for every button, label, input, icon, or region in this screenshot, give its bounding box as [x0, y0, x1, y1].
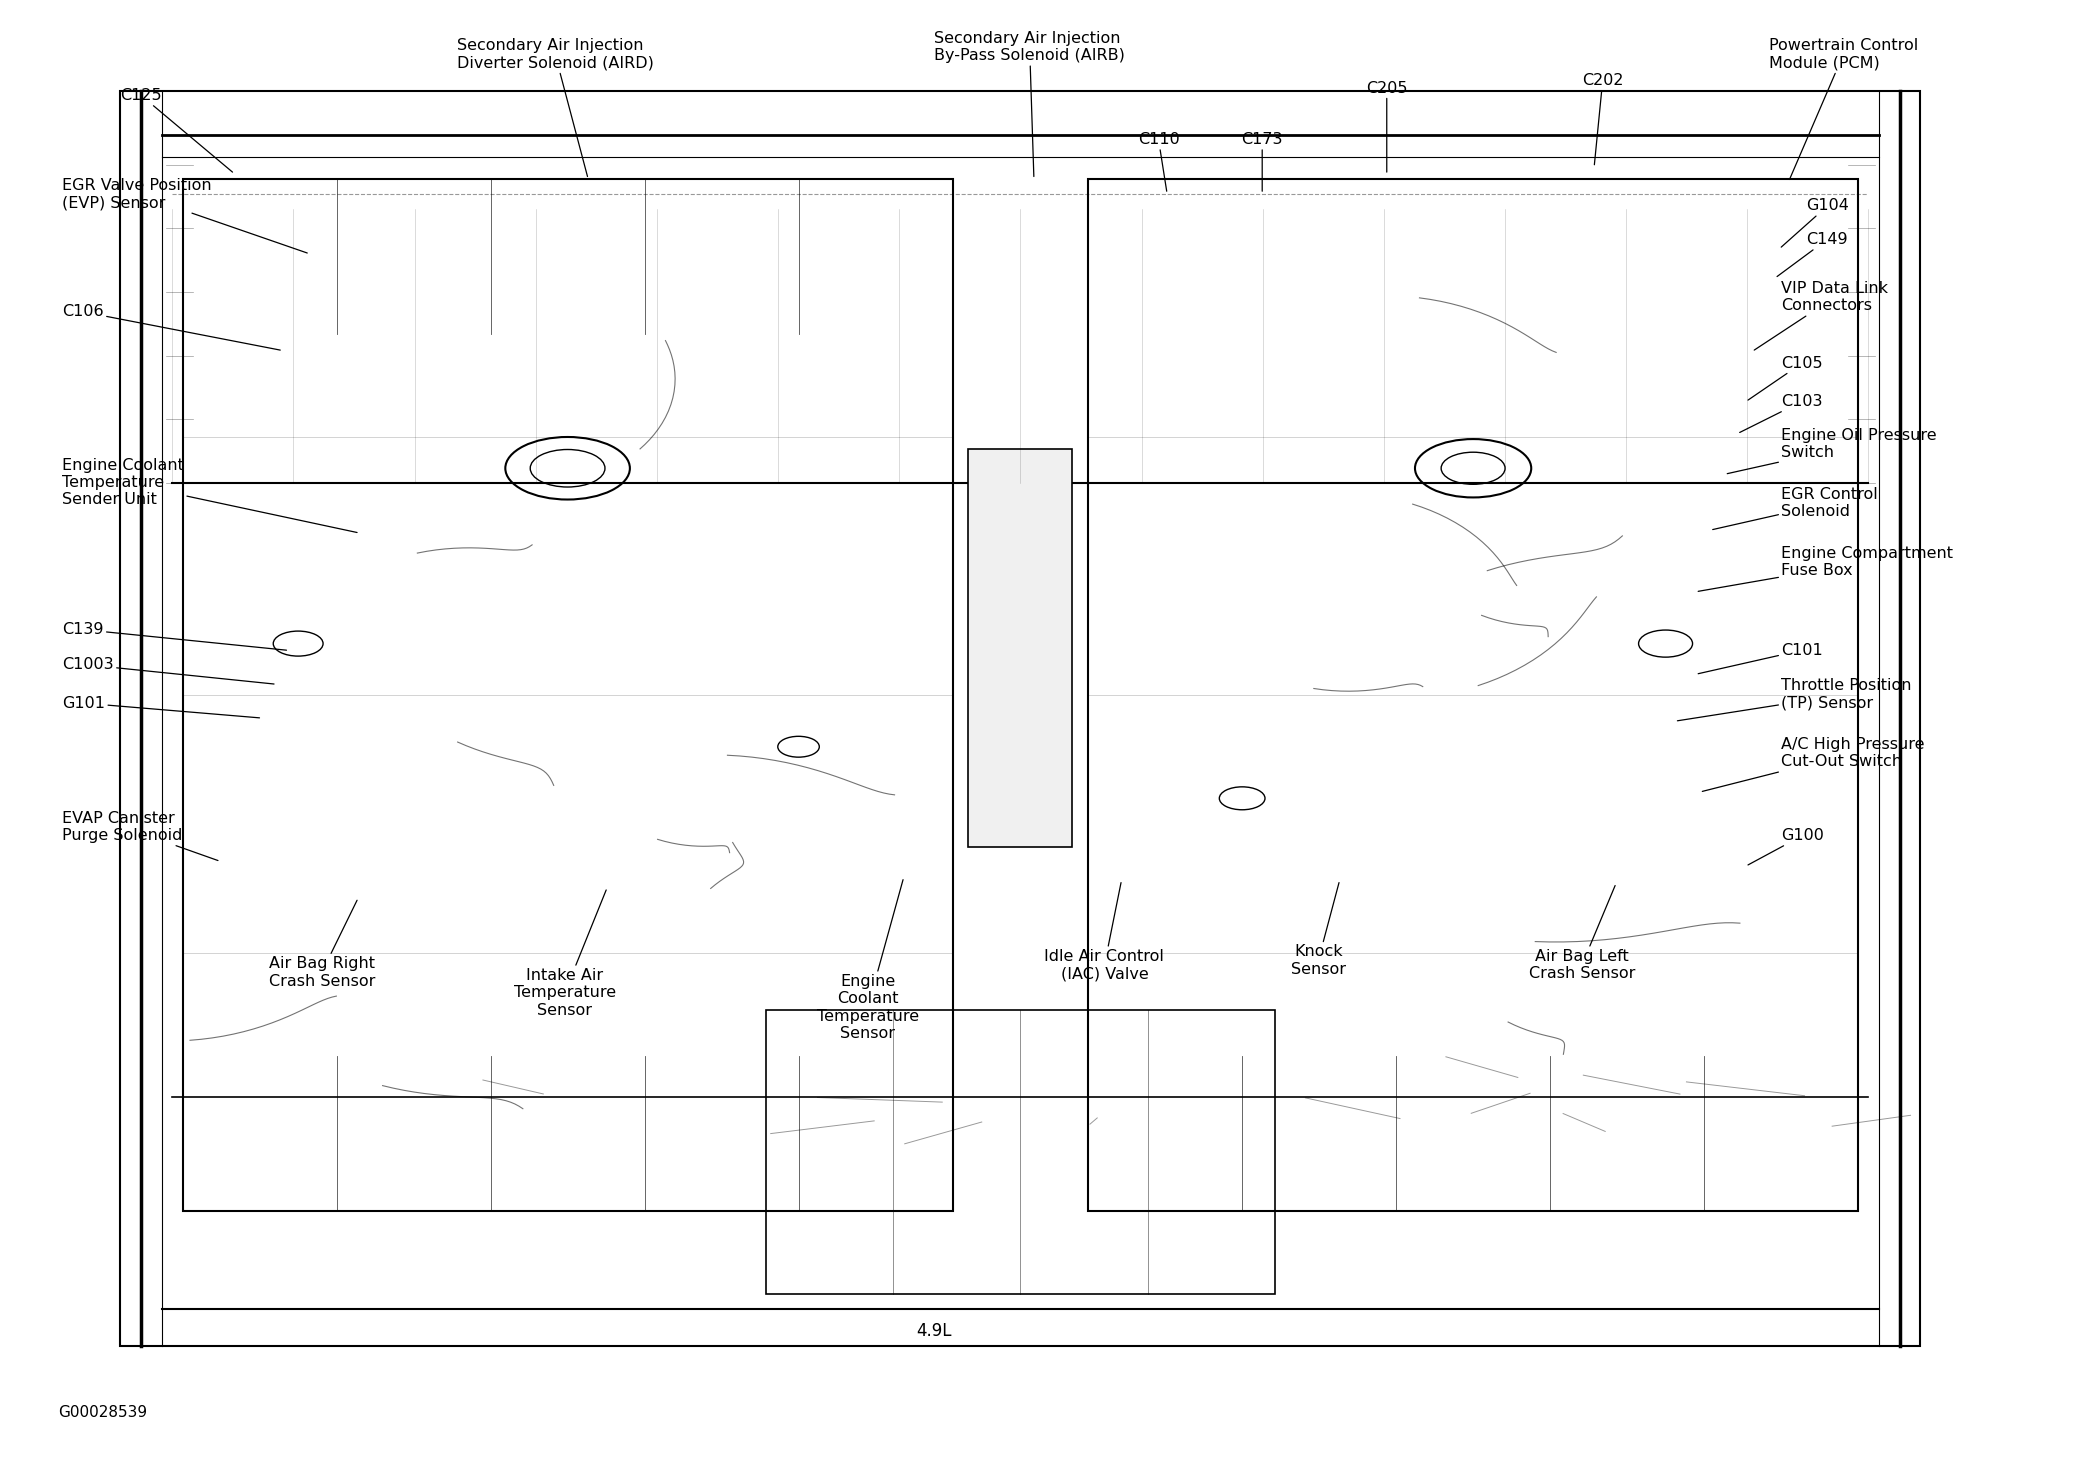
Text: Air Bag Left
Crash Sensor: Air Bag Left Crash Sensor — [1528, 886, 1636, 981]
Text: Secondary Air Injection
By-Pass Solenoid (AIRB): Secondary Air Injection By-Pass Solenoid… — [934, 31, 1125, 177]
Text: C110: C110 — [1138, 132, 1179, 191]
Bar — [967, 449, 1073, 847]
Text: Throttle Position
(TP) Sensor: Throttle Position (TP) Sensor — [1677, 678, 1912, 721]
Text: EGR Control
Solenoid: EGR Control Solenoid — [1713, 487, 1879, 530]
Text: Engine
Coolant
Temperature
Sensor: Engine Coolant Temperature Sensor — [816, 880, 920, 1041]
Text: C103: C103 — [1740, 394, 1823, 432]
Text: C149: C149 — [1777, 232, 1848, 277]
Bar — [766, 1011, 1275, 1294]
Text: VIP Data Link
Connectors: VIP Data Link Connectors — [1754, 281, 1889, 350]
Text: A/C High Pressure
Cut-Out Switch: A/C High Pressure Cut-Out Switch — [1702, 737, 1924, 791]
Text: Powertrain Control
Module (PCM): Powertrain Control Module (PCM) — [1769, 38, 1918, 179]
Text: G100: G100 — [1748, 828, 1825, 865]
Text: Idle Air Control
(IAC) Valve: Idle Air Control (IAC) Valve — [1044, 883, 1165, 981]
Text: 4.9L: 4.9L — [916, 1322, 953, 1340]
Text: Intake Air
Temperature
Sensor: Intake Air Temperature Sensor — [513, 890, 617, 1018]
Text: Engine Oil Pressure
Switch: Engine Oil Pressure Switch — [1727, 428, 1937, 474]
Text: C106: C106 — [62, 304, 280, 350]
Text: C1003: C1003 — [62, 658, 274, 684]
Text: G101: G101 — [62, 696, 260, 718]
Text: C205: C205 — [1366, 81, 1408, 172]
Text: EVAP Canister
Purge Solenoid: EVAP Canister Purge Solenoid — [62, 811, 218, 861]
Text: Air Bag Right
Crash Sensor: Air Bag Right Crash Sensor — [268, 900, 376, 989]
Text: C202: C202 — [1582, 74, 1623, 165]
Bar — [183, 179, 953, 1211]
Bar — [1088, 179, 1858, 1211]
Text: C173: C173 — [1241, 132, 1283, 191]
Text: C139: C139 — [62, 622, 286, 650]
Text: Engine Coolant
Temperature
Sender Unit: Engine Coolant Temperature Sender Unit — [62, 457, 357, 533]
Text: C105: C105 — [1748, 356, 1823, 400]
Text: G104: G104 — [1781, 199, 1850, 247]
Text: Knock
Sensor: Knock Sensor — [1291, 883, 1345, 977]
Text: EGR Valve Position
(EVP) Sensor: EGR Valve Position (EVP) Sensor — [62, 178, 307, 253]
Text: C125: C125 — [120, 88, 233, 172]
Text: G00028539: G00028539 — [58, 1405, 147, 1420]
Text: Engine Compartment
Fuse Box: Engine Compartment Fuse Box — [1698, 546, 1954, 591]
Bar — [120, 91, 1920, 1346]
Text: C101: C101 — [1698, 643, 1823, 674]
Text: Secondary Air Injection
Diverter Solenoid (AIRD): Secondary Air Injection Diverter Solenoi… — [457, 38, 654, 177]
